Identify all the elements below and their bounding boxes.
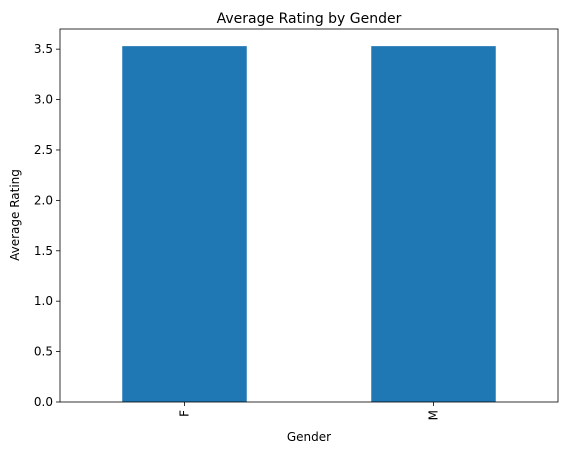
x-tick-label-m: M (427, 410, 441, 420)
x-tick-label-f: F (178, 410, 192, 417)
y-tick-label: 2.5 (34, 143, 53, 157)
y-tick-label: 0.5 (34, 345, 53, 359)
y-tick-label: 3.5 (34, 42, 53, 56)
chart-title: Average Rating by Gender (217, 11, 402, 27)
y-tick-label: 1.5 (34, 244, 53, 258)
bar-m (371, 46, 496, 402)
x-axis-label: Gender (287, 430, 331, 444)
bar-f (122, 46, 247, 402)
y-tick-label: 3.0 (34, 93, 53, 107)
y-tick-label: 1.0 (34, 294, 53, 308)
axes-frame (59, 28, 559, 403)
y-tick-label: 2.0 (34, 193, 53, 207)
plot-area: F M 0.0 0.5 1.0 1.5 2.0 2.5 3.0 3.5 (34, 42, 496, 420)
y-axis-label: Average Rating (8, 169, 22, 261)
y-tick-label: 0.0 (34, 395, 53, 409)
